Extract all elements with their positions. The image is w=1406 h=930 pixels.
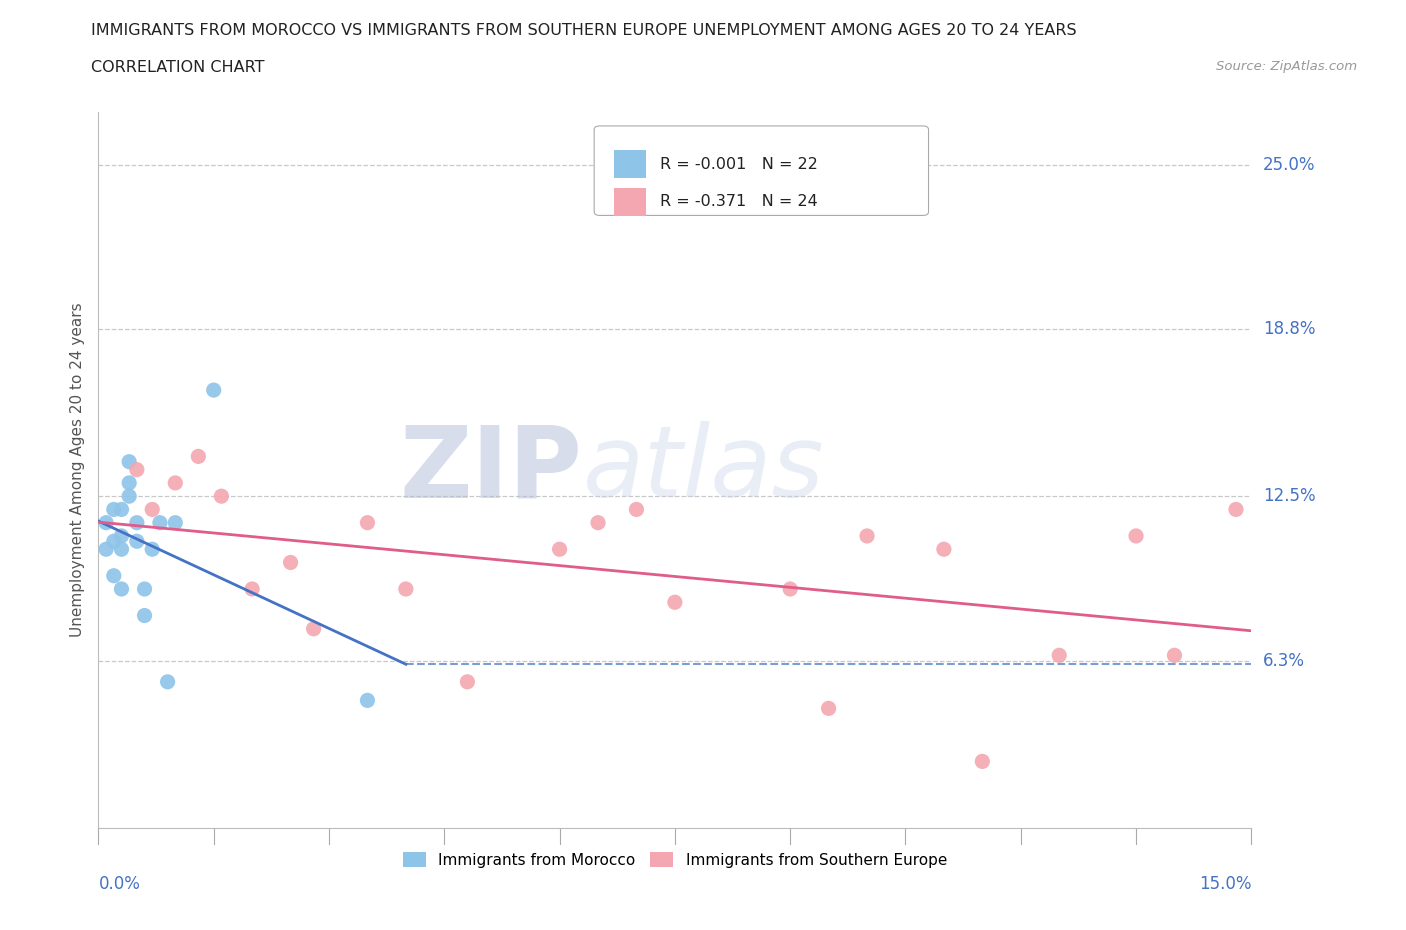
Point <box>1125 528 1147 543</box>
Point <box>141 502 163 517</box>
Point <box>1225 502 1247 517</box>
Point <box>302 621 325 636</box>
Point <box>165 475 187 490</box>
Point <box>932 542 955 557</box>
FancyBboxPatch shape <box>595 126 928 216</box>
Point <box>118 489 141 504</box>
Text: 18.8%: 18.8% <box>1263 320 1316 339</box>
Text: IMMIGRANTS FROM MOROCCO VS IMMIGRANTS FROM SOUTHERN EUROPE UNEMPLOYMENT AMONG AG: IMMIGRANTS FROM MOROCCO VS IMMIGRANTS FR… <box>91 23 1077 38</box>
Point <box>94 515 117 530</box>
Point <box>94 542 117 557</box>
Point <box>280 555 302 570</box>
Point <box>972 754 994 769</box>
Point <box>586 515 609 530</box>
Text: 15.0%: 15.0% <box>1199 875 1251 894</box>
Point <box>125 462 148 477</box>
Point <box>356 693 378 708</box>
Text: 25.0%: 25.0% <box>1263 155 1316 174</box>
Point <box>134 581 156 596</box>
Point <box>110 528 132 543</box>
Text: R = -0.371   N = 24: R = -0.371 N = 24 <box>659 194 818 209</box>
Bar <box>614 151 647 178</box>
Point <box>856 528 879 543</box>
Point <box>165 515 187 530</box>
Text: ZIP: ZIP <box>399 421 582 518</box>
Point <box>118 454 141 469</box>
Text: Source: ZipAtlas.com: Source: ZipAtlas.com <box>1216 60 1357 73</box>
Point <box>125 534 148 549</box>
Point <box>134 608 156 623</box>
Text: atlas: atlas <box>582 421 824 518</box>
Text: 12.5%: 12.5% <box>1263 487 1316 505</box>
Point <box>626 502 648 517</box>
Point <box>664 595 686 610</box>
Point <box>202 382 225 397</box>
Point <box>456 674 478 689</box>
Point <box>103 534 125 549</box>
Point <box>395 581 418 596</box>
Point <box>125 515 148 530</box>
Point <box>817 701 839 716</box>
Point <box>240 581 263 596</box>
Y-axis label: Unemployment Among Ages 20 to 24 years: Unemployment Among Ages 20 to 24 years <box>69 302 84 637</box>
Point <box>103 502 125 517</box>
Legend: Immigrants from Morocco, Immigrants from Southern Europe: Immigrants from Morocco, Immigrants from… <box>396 845 953 874</box>
Point <box>110 581 132 596</box>
Point <box>110 502 132 517</box>
Point <box>779 581 801 596</box>
Bar <box>614 189 647 216</box>
Point <box>1163 648 1185 663</box>
Point <box>103 568 125 583</box>
Text: 0.0%: 0.0% <box>98 875 141 894</box>
Point <box>209 489 232 504</box>
Point <box>149 515 172 530</box>
Point <box>1047 648 1070 663</box>
Point <box>548 542 571 557</box>
Point <box>118 475 141 490</box>
Point <box>356 515 378 530</box>
Text: 6.3%: 6.3% <box>1263 652 1305 670</box>
Point <box>156 674 179 689</box>
Point <box>110 542 132 557</box>
Point <box>187 449 209 464</box>
Text: R = -0.001   N = 22: R = -0.001 N = 22 <box>659 156 818 172</box>
Text: CORRELATION CHART: CORRELATION CHART <box>91 60 264 75</box>
Point <box>141 542 163 557</box>
